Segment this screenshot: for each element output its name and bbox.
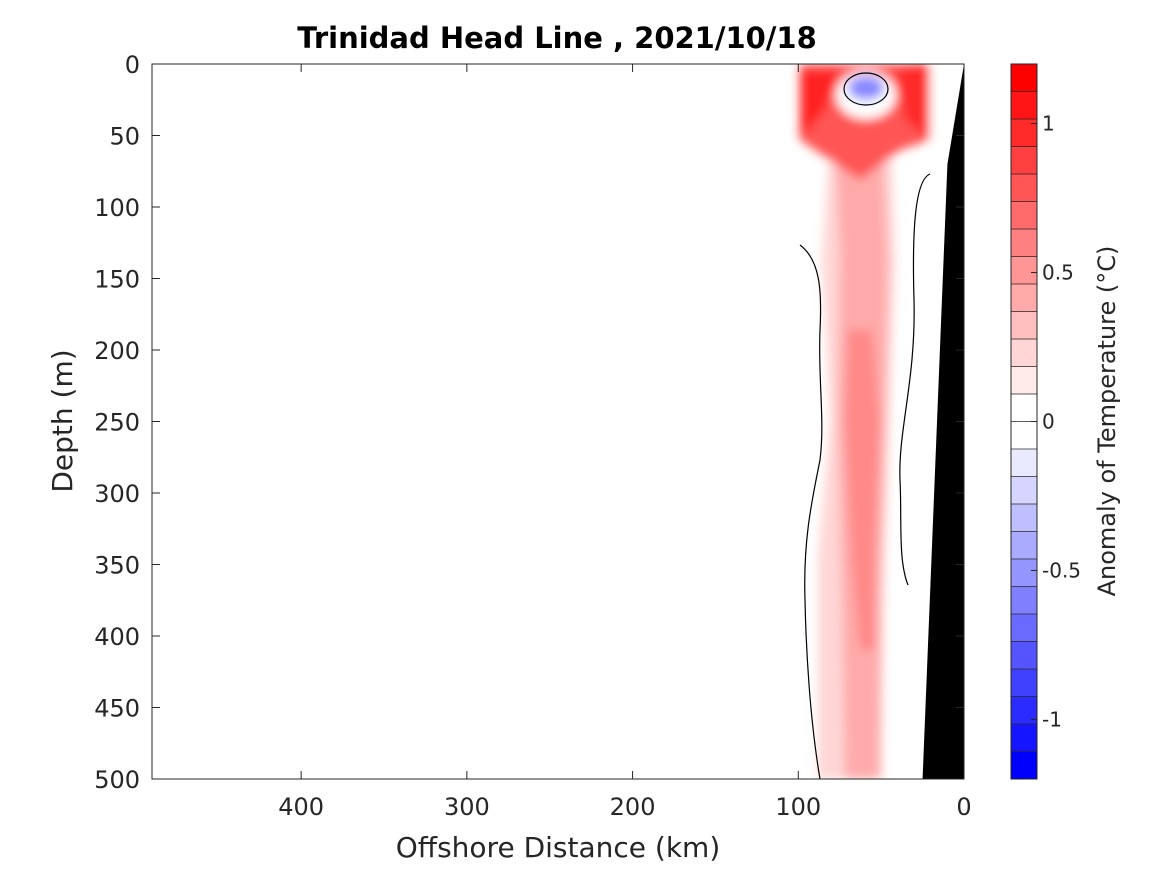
colorbar: -1 -0.5 0 0.5 1 bbox=[1010, 63, 1081, 780]
warm-surface-strong bbox=[800, 70, 840, 140]
colorbar-swatch bbox=[1011, 284, 1037, 312]
y-tick-label: 400 bbox=[94, 623, 140, 651]
colorbar-swatch bbox=[1011, 641, 1037, 670]
colorbar-tick-label: 0 bbox=[1042, 410, 1055, 434]
x-axis: 400 300 200 100 0 bbox=[278, 64, 972, 821]
colorbar-swatch bbox=[1011, 559, 1037, 587]
y-tick-label: 250 bbox=[94, 409, 140, 437]
colorbar-swatch bbox=[1011, 449, 1037, 477]
y-tick-label: 50 bbox=[109, 123, 140, 151]
zero-contour-east bbox=[899, 173, 931, 586]
y-tick-label: 450 bbox=[94, 695, 140, 723]
cold-eddy-core bbox=[848, 76, 884, 100]
colorbar-swatch bbox=[1011, 64, 1037, 92]
y-axis: 0 50 100 150 200 250 300 350 400 450 500 bbox=[94, 51, 964, 794]
colorbar-tick-label: -0.5 bbox=[1042, 558, 1081, 582]
y-tick-label: 500 bbox=[94, 766, 140, 794]
colorbar-swatch bbox=[1011, 669, 1037, 697]
colorbar-label: Anomaly of Temperature (°C) bbox=[1093, 246, 1121, 597]
colorbar-swatch bbox=[1011, 201, 1037, 230]
plot-area: 400 300 200 100 0 0 50 100 150 200 250 300 350 400 45… bbox=[94, 51, 971, 821]
colorbar-swatch bbox=[1011, 256, 1037, 285]
colorbar-tick-label: -1 bbox=[1042, 707, 1062, 731]
y-tick-label: 200 bbox=[94, 337, 140, 365]
warm-core-inner bbox=[845, 330, 880, 650]
colorbar-swatch bbox=[1011, 614, 1037, 642]
warm-surface-layer bbox=[800, 64, 930, 180]
colorbar-swatch bbox=[1011, 339, 1037, 367]
colorbar-tick-label: 0.5 bbox=[1042, 261, 1074, 285]
x-tick-label: 0 bbox=[956, 793, 971, 821]
colorbar-tick-label: 1 bbox=[1042, 112, 1055, 136]
colorbar-swatch bbox=[1011, 174, 1037, 202]
colorbar-swatch bbox=[1011, 421, 1037, 450]
x-tick-label: 100 bbox=[775, 793, 821, 821]
x-tick-label: 200 bbox=[610, 793, 656, 821]
colorbar-swatch bbox=[1011, 229, 1037, 257]
y-tick-label: 350 bbox=[94, 552, 140, 580]
y-tick-label: 150 bbox=[94, 266, 140, 294]
x-axis-label: Offshore Distance (km) bbox=[396, 831, 721, 864]
colorbar-swatch bbox=[1011, 696, 1037, 725]
colorbar-swatch bbox=[1011, 394, 1037, 422]
zero-contour-eddy bbox=[843, 72, 889, 106]
y-tick-label: 300 bbox=[94, 480, 140, 508]
colorbar-swatch bbox=[1011, 366, 1037, 395]
y-tick-label: 100 bbox=[94, 194, 140, 222]
warm-surface-strong-east bbox=[895, 64, 930, 140]
colorbar-swatch bbox=[1011, 504, 1037, 532]
colorbar-swatch bbox=[1011, 531, 1037, 560]
temperature-anomaly-field bbox=[799, 64, 964, 779]
colorbar-swatch bbox=[1011, 586, 1037, 615]
chart-title: Trinidad Head Line , 2021/10/18 bbox=[297, 21, 817, 55]
y-axis-label: Depth (m) bbox=[46, 349, 79, 492]
zero-contour-west bbox=[799, 244, 823, 779]
colorbar-swatch bbox=[1011, 311, 1037, 340]
colorbar-swatch bbox=[1011, 146, 1037, 175]
colorbar-swatch bbox=[1011, 751, 1037, 780]
x-tick-label: 400 bbox=[278, 793, 324, 821]
colorbar-swatch bbox=[1011, 724, 1037, 752]
bathymetry-mask bbox=[922, 64, 964, 779]
colorbar-swatch bbox=[1011, 476, 1037, 505]
zero-contours bbox=[799, 72, 931, 779]
y-tick-label: 0 bbox=[125, 51, 140, 79]
colorbar-swatch bbox=[1011, 91, 1037, 120]
x-tick-label: 300 bbox=[444, 793, 490, 821]
